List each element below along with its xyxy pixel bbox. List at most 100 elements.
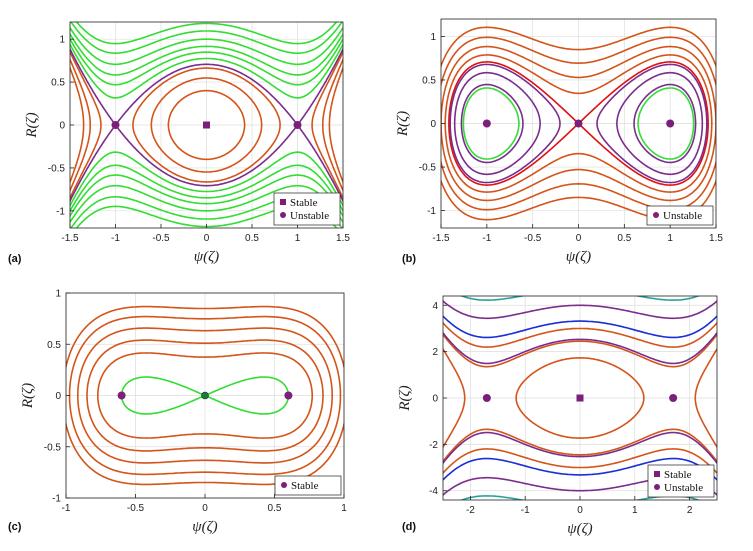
legend-label: Stable <box>291 480 319 492</box>
y-tick-label: -1 <box>56 206 65 217</box>
y-tick-label: 0 <box>432 394 438 405</box>
legend-circle-marker <box>280 212 286 218</box>
x-tick-label: -0.5 <box>152 233 170 244</box>
x-tick-label: 1 <box>341 503 347 514</box>
orbit-orange <box>70 57 343 193</box>
legend-label: Unstable <box>664 482 703 494</box>
orbit-orange <box>443 347 717 449</box>
legend-circle-marker <box>653 212 659 218</box>
orbit-orange <box>444 54 713 193</box>
y-tick-label: -1 <box>427 206 436 217</box>
unstable-point-marker <box>669 394 678 402</box>
orbit-orange <box>70 50 343 200</box>
x-tick-label: 0 <box>202 503 208 514</box>
legend-box <box>273 192 341 226</box>
x-tick-label: -2 <box>466 505 475 516</box>
x-tick-label: -1 <box>482 233 491 244</box>
orbit-orange <box>86 339 324 452</box>
orbit-purple <box>443 331 717 465</box>
panel-label: (d) <box>402 521 416 533</box>
legend-label: Stable <box>664 469 692 481</box>
x-tick-label: 0 <box>204 233 210 244</box>
orbit-orange <box>66 305 344 486</box>
y-tick-label: 1 <box>59 35 65 46</box>
x-tick-label: 1.5 <box>336 233 350 244</box>
x-tick-label: -1 <box>521 505 530 516</box>
orbit-purple <box>453 71 704 176</box>
orbit-orange <box>441 36 716 211</box>
y-axis-label: R(ζ) <box>395 111 411 137</box>
stable-point-marker <box>203 121 210 129</box>
panel-label: (c) <box>8 521 22 533</box>
x-tick-label: 1 <box>295 233 301 244</box>
x-axis-label: ψ(ζ) <box>566 249 591 265</box>
y-axis-label: R(ζ) <box>24 112 40 138</box>
y-axis-label: R(ζ) <box>20 383 36 409</box>
legend-label: Unstable <box>290 210 329 222</box>
contour-group <box>443 296 717 500</box>
orbit-purple <box>460 83 697 164</box>
panel-label: (a) <box>8 253 22 265</box>
orbit-green <box>70 42 343 208</box>
legend-label: Unstable <box>663 210 702 222</box>
y-tick-label: 0.5 <box>422 75 436 86</box>
legend-circle-marker <box>654 484 660 490</box>
legend-box <box>646 205 714 226</box>
unstable-point-marker <box>574 119 583 128</box>
x-tick-label: 2 <box>687 505 693 516</box>
x-axis-label: ψ(ζ) <box>567 521 592 537</box>
panel-label: (b) <box>402 253 416 265</box>
unstable-point-marker <box>666 119 675 128</box>
legend-box <box>647 464 715 498</box>
unstable-point-marker <box>293 121 302 129</box>
y-axis-label: R(ζ) <box>397 385 413 411</box>
orbit-orange <box>97 352 313 439</box>
chart-panel-3: -1 -0.5 0 0.5 1 -1 -0.5 0 0.5 1 ψ(ζ) R(ζ) (c) Stable <box>8 289 347 536</box>
y-tick-label: 4 <box>432 301 438 312</box>
x-tick-label: 0.5 <box>617 233 631 244</box>
y-tick-label: -0.5 <box>48 163 66 174</box>
orbit-green <box>462 87 695 160</box>
legend-circle-marker <box>281 482 287 488</box>
y-tick-label: 0.5 <box>47 340 61 351</box>
legend: Stable <box>274 475 342 496</box>
y-tick-label: -4 <box>429 486 438 497</box>
stable-point-marker <box>284 391 293 400</box>
legend-box <box>274 475 342 496</box>
x-tick-label: 0.5 <box>268 503 282 514</box>
x-tick-label: -1 <box>62 503 71 514</box>
x-tick-label: 0.5 <box>245 233 259 244</box>
saddle-point-marker <box>201 391 209 400</box>
orbit-orange <box>68 315 342 476</box>
y-tick-label: 0 <box>55 391 61 402</box>
legend-square-marker <box>654 471 660 477</box>
y-tick-label: 1 <box>430 32 436 43</box>
y-tick-label: 0 <box>59 121 65 132</box>
unstable-point-marker <box>111 121 120 129</box>
y-tick-label: -0.5 <box>44 442 62 453</box>
orbit-red <box>448 61 709 186</box>
y-tick-label: -2 <box>429 440 438 451</box>
y-tick-label: 1 <box>55 289 61 300</box>
orbit-orange <box>77 327 333 464</box>
legend: Unstable <box>646 205 714 226</box>
unstable-point-marker <box>482 119 491 128</box>
orbit-orange <box>443 321 717 475</box>
x-axis-label: ψ(ζ) <box>192 519 217 535</box>
orbit-orange <box>441 45 716 202</box>
chart-panel-2: -1.5 -1 -0.5 0 0.5 1 1.5 -1 -0.5 0 0.5 1 ψ(ζ) R(ζ) (b)… <box>395 18 723 265</box>
y-tick-label: 0 <box>430 119 436 130</box>
y-tick-label: -1 <box>52 494 61 505</box>
legend-square-marker <box>280 199 286 205</box>
unstable-point-marker <box>482 394 491 402</box>
orbit-green <box>120 376 290 415</box>
chart-panel-1: -1.5 -1 -0.5 0 0.5 1 1.5 -1 -0.5 0 0.5 1 ψ(ζ) R(ζ) (a)… <box>8 21 350 265</box>
x-tick-label: -1 <box>111 233 120 244</box>
orbit-purple <box>70 47 343 203</box>
contour-group <box>66 305 344 486</box>
x-tick-label: -0.5 <box>127 503 145 514</box>
